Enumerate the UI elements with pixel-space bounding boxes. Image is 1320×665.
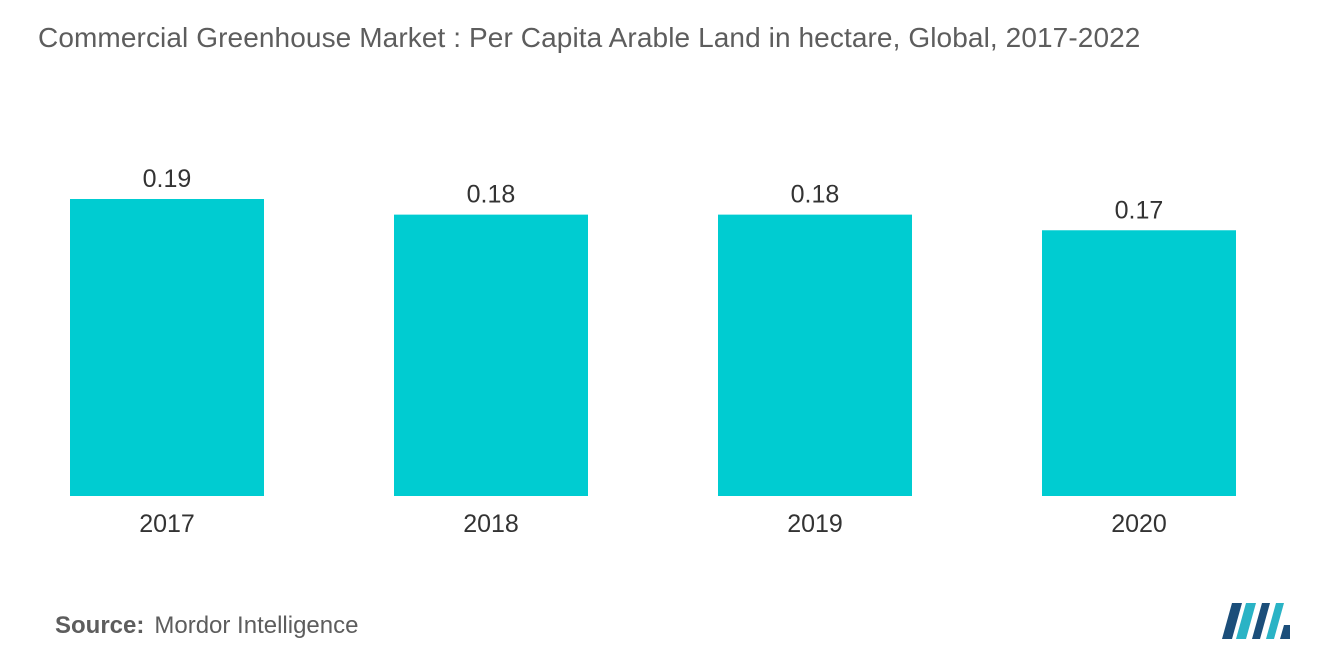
x-tick-label-2019: 2019 [787,510,843,538]
bar-2017 [70,199,264,496]
x-axis-ticks: 2017 2018 2019 2020 [139,510,1167,538]
bar-2020 [1042,230,1236,496]
x-tick-label-2017: 2017 [139,510,195,538]
value-label-2017: 0.19 [143,165,192,193]
source-footer: Source: Mordor Intelligence [55,612,358,640]
value-label-2020: 0.17 [1115,196,1164,224]
bars-group [70,199,1236,496]
mordor-intelligence-logo-icon [1222,603,1290,639]
source-label: Source: [55,612,145,639]
source-name: Mordor Intelligence [154,612,359,639]
bar-2018 [394,214,588,496]
value-label-2018: 0.18 [467,181,516,209]
x-tick-label-2020: 2020 [1111,510,1167,538]
chart-title: Commercial Greenhouse Market : Per Capit… [38,22,1141,53]
value-label-2019: 0.18 [791,181,840,209]
bar-chart: 0.19 0.18 0.18 0.17 2017 2018 2019 2020 [70,165,1236,538]
bar-2019 [718,214,912,496]
value-labels-group: 0.19 0.18 0.18 0.17 [143,165,1164,224]
x-tick-label-2018: 2018 [463,510,519,538]
